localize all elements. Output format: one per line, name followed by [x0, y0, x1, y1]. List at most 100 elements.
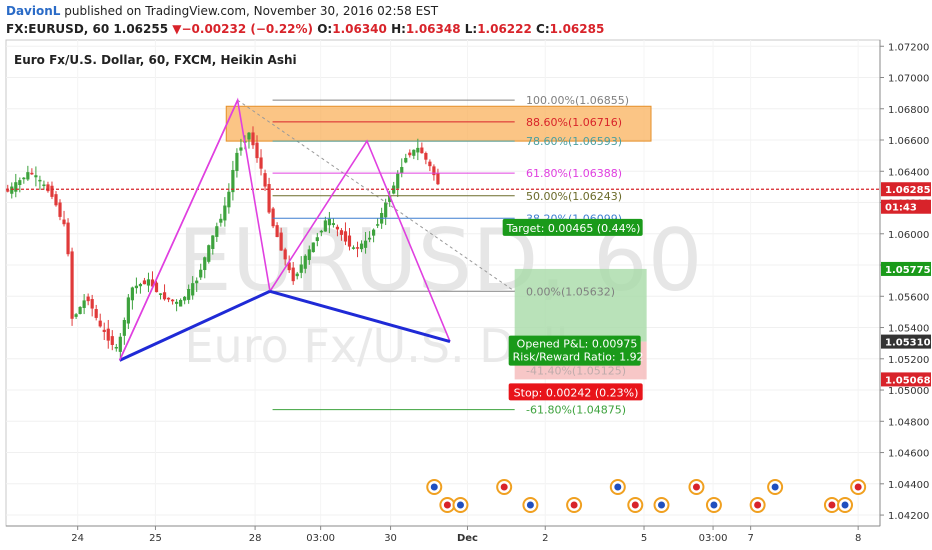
candle-body[interactable]: [90, 299, 94, 309]
candle-body[interactable]: [347, 235, 352, 247]
candle-body[interactable]: [303, 255, 307, 269]
candle-body[interactable]: [191, 283, 195, 296]
candle-body[interactable]: [114, 346, 118, 349]
pl-label-box[interactable]: [508, 335, 641, 366]
candle-body[interactable]: [58, 202, 62, 217]
candle-body[interactable]: [6, 190, 10, 192]
candle-body[interactable]: [162, 292, 167, 300]
candle-body[interactable]: [54, 194, 58, 206]
fib-highlight-zone[interactable]: [225, 105, 652, 142]
price-axis[interactable]: 1.07200 1.07000 1.06800 1.06600 1.06400 1.062…: [879, 40, 931, 526]
candle-body[interactable]: [74, 314, 78, 317]
candles[interactable]: [6, 126, 880, 359]
candle-body[interactable]: [110, 336, 114, 345]
candle-body[interactable]: [18, 180, 22, 185]
candle-body[interactable]: [287, 262, 291, 271]
candle-body[interactable]: [70, 251, 74, 319]
candle-body[interactable]: [10, 186, 14, 194]
candle-body[interactable]: [82, 300, 86, 308]
economic-events[interactable]: [426, 479, 867, 513]
candle-body[interactable]: [295, 273, 299, 277]
candle-body[interactable]: [46, 184, 50, 192]
candle-body[interactable]: [14, 182, 18, 192]
candle-body[interactable]: [239, 147, 243, 151]
candle-body[interactable]: [203, 257, 207, 271]
pattern-base-left[interactable]: [118, 289, 271, 362]
candle-body[interactable]: [207, 245, 211, 262]
candle-body[interactable]: [94, 309, 98, 318]
candle-body[interactable]: [183, 296, 187, 301]
candle-body[interactable]: [34, 175, 38, 178]
candle-body[interactable]: [187, 289, 191, 300]
candle-body[interactable]: [363, 240, 368, 248]
candle-body[interactable]: [231, 169, 235, 193]
candle-body[interactable]: [307, 249, 311, 261]
candle-body[interactable]: [122, 320, 126, 336]
candle-body[interactable]: [38, 179, 42, 182]
candle-body[interactable]: [130, 287, 134, 301]
candle-body[interactable]: [170, 299, 175, 302]
candle-body[interactable]: [50, 185, 54, 197]
candle-body[interactable]: [388, 195, 392, 202]
candle-body[interactable]: [315, 237, 319, 242]
long-position-tool[interactable]: Target: 0.00465 (0.44%) Opened P&L: 0.009…: [502, 218, 644, 401]
candle-body[interactable]: [339, 230, 344, 235]
candle-body[interactable]: [106, 328, 110, 341]
candle-body[interactable]: [219, 218, 223, 223]
candle-body[interactable]: [42, 184, 46, 187]
candle-body[interactable]: [428, 161, 432, 167]
candle-body[interactable]: [22, 177, 26, 180]
candle-body[interactable]: [279, 232, 283, 251]
author-link[interactable]: DavionL: [6, 4, 61, 18]
candle-body[interactable]: [283, 249, 287, 260]
candle-body[interactable]: [432, 166, 436, 176]
target-label-box[interactable]: [502, 218, 643, 236]
candle-body[interactable]: [408, 152, 412, 156]
candle-body[interactable]: [62, 219, 66, 225]
candle-body[interactable]: [179, 299, 183, 307]
candle-body[interactable]: [420, 147, 424, 154]
candle-body[interactable]: [134, 285, 139, 289]
candle-body[interactable]: [227, 191, 231, 208]
candle-body[interactable]: [319, 230, 323, 233]
candle-body[interactable]: [126, 297, 130, 324]
stop-label-box[interactable]: [508, 383, 643, 401]
candle-body[interactable]: [166, 297, 171, 300]
candle-body[interactable]: [118, 336, 122, 352]
candle-body[interactable]: [384, 202, 388, 218]
candle-body[interactable]: [255, 142, 259, 159]
candle-body[interactable]: [404, 157, 408, 163]
time-axis[interactable]: 24 25 28 03:00 30 Dec 2 5 03:00 7 8: [6, 525, 880, 544]
fib-retracement[interactable]: 100.00%(1.06855) 88.60%(1.06716) 78.60%(1.…: [237, 94, 629, 417]
candle-body[interactable]: [195, 280, 199, 284]
candle-body[interactable]: [30, 172, 34, 175]
candle-body[interactable]: [275, 225, 279, 238]
candle-body[interactable]: [359, 243, 364, 250]
candle-body[interactable]: [351, 247, 356, 249]
candle-body[interactable]: [66, 222, 70, 255]
candle-body[interactable]: [291, 267, 295, 282]
candle-body[interactable]: [335, 226, 340, 230]
candle-body[interactable]: [343, 231, 348, 242]
candle-body[interactable]: [299, 264, 303, 273]
pattern-base-right[interactable]: [269, 289, 451, 344]
candle-body[interactable]: [158, 293, 163, 295]
candle-body[interactable]: [271, 208, 275, 227]
candle-body[interactable]: [311, 242, 315, 253]
candle-body[interactable]: [146, 279, 151, 286]
candle-body[interactable]: [263, 173, 267, 187]
candle-body[interactable]: [223, 205, 227, 221]
candle-body[interactable]: [215, 226, 219, 237]
candle-body[interactable]: [251, 132, 255, 146]
candle-body[interactable]: [372, 229, 376, 236]
candle-body[interactable]: [98, 320, 102, 327]
candle-body[interactable]: [150, 279, 155, 287]
candle-body[interactable]: [259, 157, 263, 169]
candle-body[interactable]: [154, 282, 159, 293]
candle-body[interactable]: [396, 173, 400, 189]
candle-body[interactable]: [355, 247, 360, 249]
candle-body[interactable]: [376, 224, 380, 226]
candle-body[interactable]: [26, 172, 30, 180]
candle-body[interactable]: [323, 220, 327, 232]
candle-body[interactable]: [78, 306, 82, 314]
